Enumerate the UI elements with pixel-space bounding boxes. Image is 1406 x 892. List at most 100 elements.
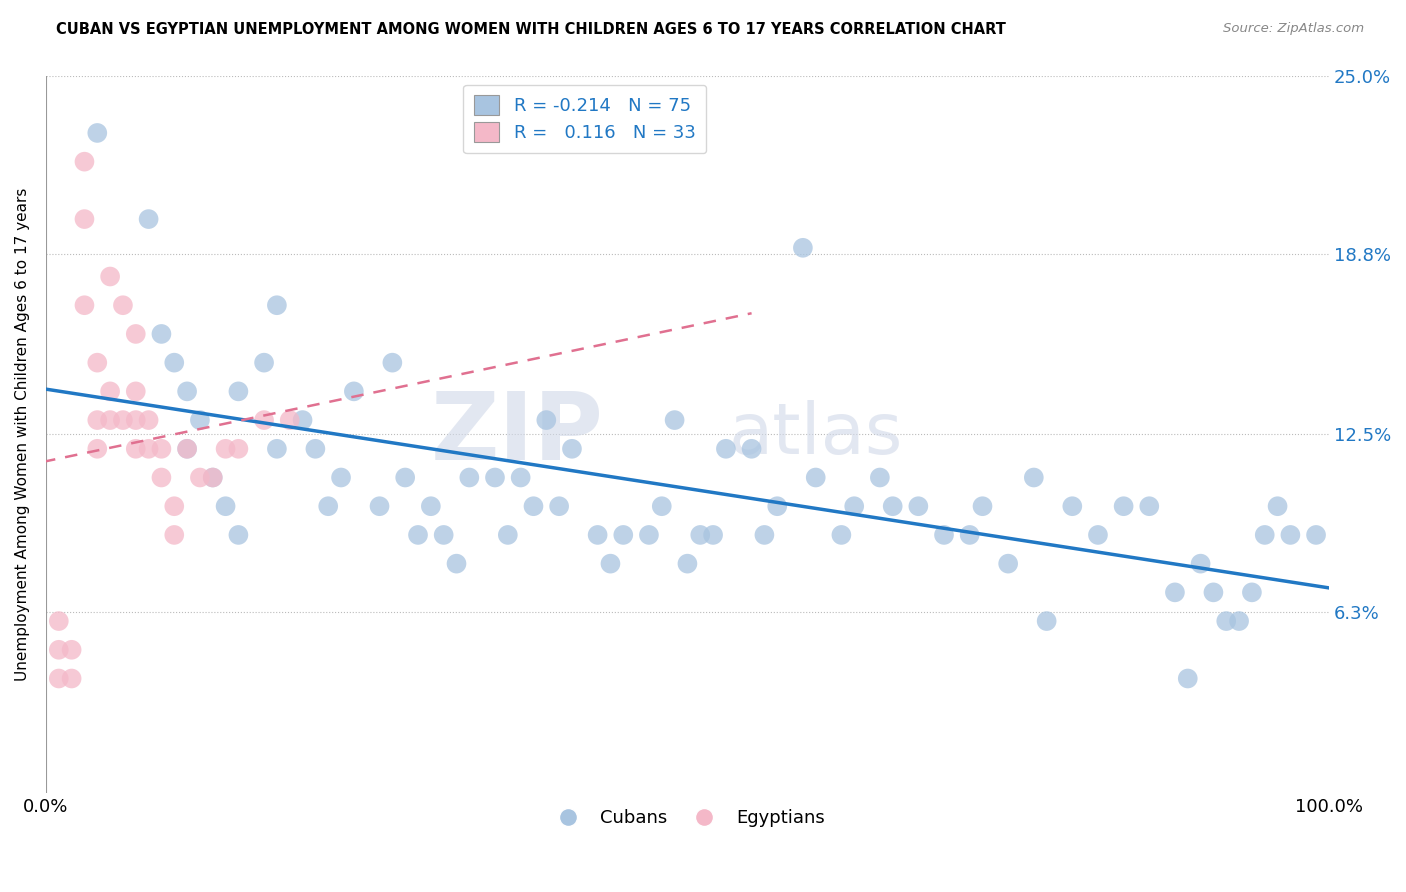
Y-axis label: Unemployment Among Women with Children Ages 6 to 17 years: Unemployment Among Women with Children A… [15, 187, 30, 681]
Point [959, 528, 981, 542]
Point [201, 470, 224, 484]
Point [792, 241, 814, 255]
Point [536, 413, 558, 427]
Point [1279, 528, 1302, 542]
Point [150, 326, 173, 341]
Point [343, 384, 366, 399]
Point [754, 528, 776, 542]
Point [907, 500, 929, 514]
Point [702, 528, 724, 542]
Point [406, 528, 429, 542]
Point [98, 384, 121, 399]
Point [253, 356, 276, 370]
Point [111, 413, 134, 427]
Point [997, 557, 1019, 571]
Point [60, 672, 83, 686]
Point [446, 557, 468, 571]
Point [48, 672, 70, 686]
Point [664, 413, 686, 427]
Point [201, 470, 224, 484]
Point [830, 528, 852, 542]
Point [714, 442, 737, 456]
Point [125, 326, 148, 341]
Point [548, 500, 571, 514]
Point [804, 470, 827, 484]
Point [73, 154, 96, 169]
Point [844, 500, 866, 514]
Text: atlas: atlas [728, 400, 903, 469]
Point [86, 356, 108, 370]
Point [1035, 614, 1057, 628]
Point [48, 642, 70, 657]
Point [73, 298, 96, 312]
Point [932, 528, 955, 542]
Point [419, 500, 441, 514]
Point [1022, 470, 1045, 484]
Point [1062, 500, 1084, 514]
Point [188, 470, 211, 484]
Point [394, 470, 416, 484]
Point [98, 413, 121, 427]
Point [972, 500, 994, 514]
Point [214, 500, 236, 514]
Point [86, 442, 108, 456]
Point [228, 442, 250, 456]
Point [1227, 614, 1250, 628]
Point [266, 442, 288, 456]
Point [522, 500, 544, 514]
Point [60, 642, 83, 657]
Point [484, 470, 506, 484]
Point [1087, 528, 1109, 542]
Point [1137, 500, 1160, 514]
Point [316, 500, 339, 514]
Point [176, 442, 198, 456]
Point [188, 413, 211, 427]
Point [766, 500, 789, 514]
Point [1215, 614, 1237, 628]
Point [433, 528, 456, 542]
Point [86, 413, 108, 427]
Point [496, 528, 519, 542]
Point [73, 212, 96, 227]
Point [138, 442, 160, 456]
Point [561, 442, 583, 456]
Point [1267, 500, 1289, 514]
Point [125, 384, 148, 399]
Point [1177, 672, 1199, 686]
Point [138, 212, 160, 227]
Point [330, 470, 353, 484]
Point [458, 470, 481, 484]
Point [676, 557, 699, 571]
Point [125, 413, 148, 427]
Point [1164, 585, 1187, 599]
Point [1202, 585, 1225, 599]
Point [509, 470, 531, 484]
Point [163, 356, 186, 370]
Point [1189, 557, 1212, 571]
Point [381, 356, 404, 370]
Point [163, 528, 186, 542]
Text: ZIP: ZIP [432, 388, 605, 481]
Point [86, 126, 108, 140]
Legend: Cubans, Egyptians: Cubans, Egyptians [543, 802, 832, 835]
Point [214, 442, 236, 456]
Point [176, 442, 198, 456]
Text: Source: ZipAtlas.com: Source: ZipAtlas.com [1223, 22, 1364, 36]
Point [228, 384, 250, 399]
Point [228, 528, 250, 542]
Point [689, 528, 711, 542]
Point [638, 528, 661, 542]
Point [1112, 500, 1135, 514]
Point [253, 413, 276, 427]
Point [304, 442, 326, 456]
Point [869, 470, 891, 484]
Point [150, 442, 173, 456]
Point [266, 298, 288, 312]
Point [176, 384, 198, 399]
Point [882, 500, 904, 514]
Point [98, 269, 121, 284]
Point [1305, 528, 1327, 542]
Point [586, 528, 609, 542]
Point [125, 442, 148, 456]
Point [138, 413, 160, 427]
